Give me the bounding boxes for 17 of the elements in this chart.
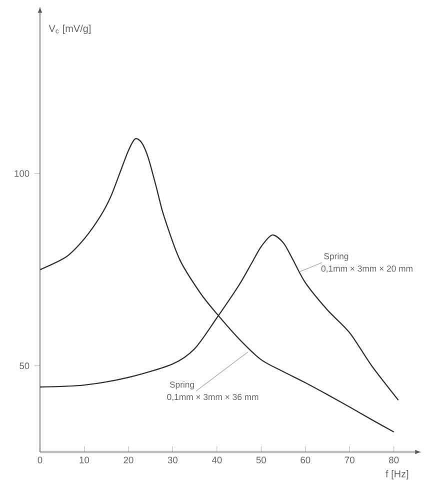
annotation: 0,1mm × 3mm × 20 mm [321, 266, 412, 273]
x-tick-label: 40 [212, 456, 222, 464]
x-tick-label: 20 [124, 456, 134, 464]
x-tick-label: 10 [80, 456, 90, 464]
x-tick-label: 30 [168, 456, 178, 464]
x-tick-label: 50 [256, 456, 266, 464]
x-axis-title: f [Hz] [386, 470, 408, 480]
annotation: Spring [170, 381, 194, 390]
annotation: 0,1mm × 3mm × 36 mm [167, 394, 258, 402]
x-tick-label: 70 [344, 456, 354, 464]
x-tick-label: 60 [300, 456, 310, 464]
x-tick-label: 0 [38, 456, 42, 464]
y-axis-title: V$_{c}$ [mV/g] [48, 24, 91, 34]
x-tick-label: 80 [389, 456, 399, 464]
y-tick-label: 100 [14, 170, 30, 177]
line-series [40, 138, 394, 433]
annotation: Spring [324, 252, 348, 261]
